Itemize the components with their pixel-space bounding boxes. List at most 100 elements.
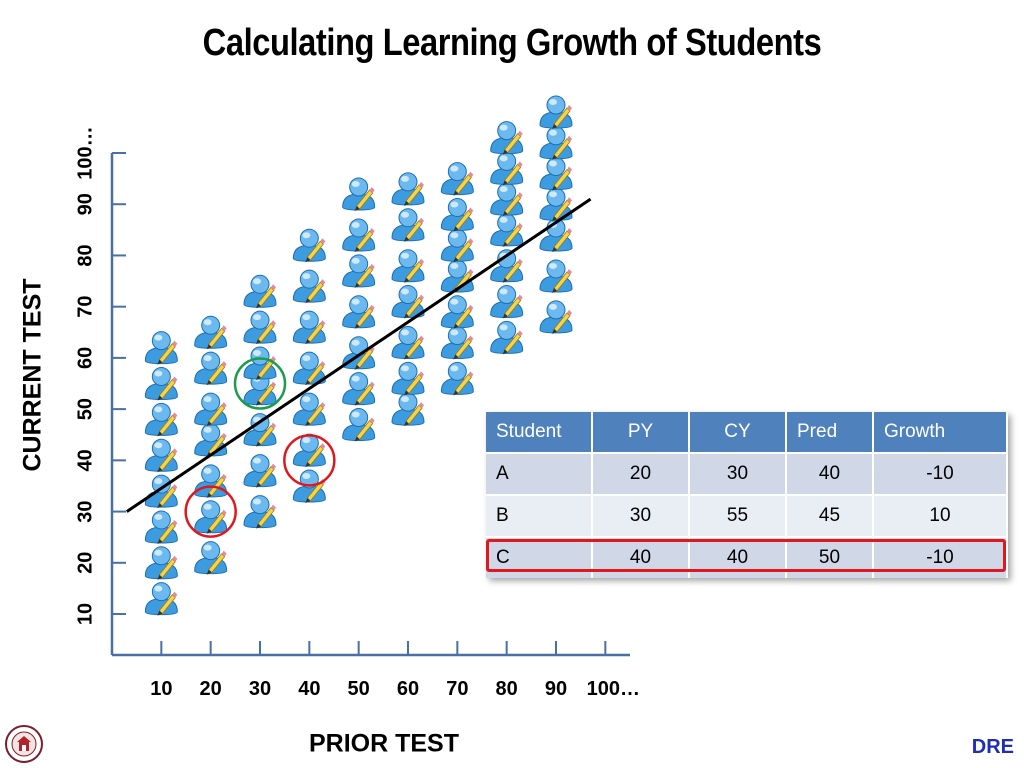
student-icon bbox=[391, 285, 425, 319]
student-icon bbox=[539, 187, 573, 222]
student-icon bbox=[292, 351, 326, 386]
y-tick-label: 40 bbox=[74, 449, 96, 471]
growth-table: Student PY CY Pred Growth A 20 30 40 -10… bbox=[486, 412, 1008, 578]
red-highlight-circle bbox=[184, 485, 237, 538]
cell-pred: 50 bbox=[786, 536, 874, 578]
student-icon bbox=[342, 177, 376, 211]
x-axis-title: PRIOR TEST bbox=[308, 729, 460, 758]
student-icon bbox=[243, 413, 277, 447]
student-icon bbox=[194, 500, 228, 534]
y-tick-label: 100… bbox=[74, 126, 96, 179]
header-growth: Growth bbox=[873, 412, 1008, 453]
student-icon bbox=[440, 295, 474, 329]
cell-pred: 45 bbox=[786, 494, 874, 537]
student-icon bbox=[539, 95, 573, 130]
student-icon bbox=[539, 259, 573, 293]
y-axis-title: CURRENT TEST bbox=[18, 278, 47, 472]
cell-student: C bbox=[486, 536, 593, 578]
x-tick-label: 50 bbox=[348, 678, 370, 700]
cell-student: B bbox=[486, 494, 593, 537]
student-icon bbox=[440, 197, 474, 232]
student-icon bbox=[292, 433, 326, 468]
student-icon bbox=[490, 285, 524, 319]
student-icon bbox=[342, 407, 376, 442]
student-icon bbox=[194, 464, 228, 498]
y-tick-label: 70 bbox=[74, 296, 96, 318]
student-icon bbox=[342, 218, 376, 252]
header-pred: Pred bbox=[786, 412, 874, 453]
cell-student: A bbox=[486, 452, 593, 495]
student-icon bbox=[490, 213, 524, 247]
student-icon bbox=[490, 151, 524, 186]
y-tick-label: 30 bbox=[74, 500, 96, 522]
cell-cy: 30 bbox=[689, 452, 787, 495]
student-icon bbox=[243, 495, 277, 529]
student-icon bbox=[490, 249, 524, 283]
student-icon bbox=[243, 274, 277, 309]
cell-cy: 40 bbox=[689, 536, 787, 578]
header-py: PY bbox=[592, 412, 690, 453]
student-icon bbox=[490, 121, 524, 155]
student-icon bbox=[391, 326, 425, 360]
chart-axes: 10 20 30 40 50 60 70 80 90 100… 10 20 30 40 50 60 70 80 90… bbox=[74, 126, 640, 700]
x-tick-label: 80 bbox=[496, 678, 518, 700]
student-icon bbox=[539, 126, 573, 160]
student-icon bbox=[243, 346, 277, 381]
chart-trend-line bbox=[125, 197, 592, 513]
table-row: C 40 40 50 -10 bbox=[486, 536, 1008, 578]
green-highlight-circle bbox=[233, 357, 287, 410]
student-icon bbox=[342, 372, 376, 406]
cell-cy: 55 bbox=[689, 494, 787, 537]
student-icon bbox=[440, 162, 474, 196]
student-icon bbox=[391, 361, 425, 396]
student-icon bbox=[194, 315, 228, 350]
cell-growth: -10 bbox=[873, 452, 1008, 495]
page-title: Calculating Learning Growth of Students bbox=[202, 22, 822, 64]
student-icon bbox=[144, 402, 178, 437]
student-icon bbox=[292, 310, 326, 345]
student-icon bbox=[144, 582, 178, 616]
student-icon bbox=[292, 392, 326, 427]
student-icon bbox=[292, 228, 326, 263]
student-icon bbox=[440, 361, 474, 396]
x-tick-label: 40 bbox=[298, 678, 320, 700]
student-icon bbox=[342, 336, 376, 370]
chart-highlight-circles bbox=[184, 357, 336, 538]
student-icon bbox=[194, 423, 228, 457]
header-cy: CY bbox=[689, 412, 787, 453]
student-icon bbox=[243, 454, 277, 488]
student-icon bbox=[194, 392, 228, 427]
student-icon bbox=[144, 546, 178, 580]
trend-line bbox=[125, 197, 592, 513]
table-row: B 30 55 45 10 bbox=[486, 494, 1008, 537]
student-icon bbox=[292, 469, 326, 503]
student-icon bbox=[391, 392, 425, 427]
cell-py: 30 bbox=[592, 494, 690, 537]
student-icon bbox=[194, 541, 228, 575]
x-tick-label: 10 bbox=[150, 678, 172, 700]
y-tick-label: 10 bbox=[74, 603, 96, 625]
y-tick-label: 80 bbox=[74, 244, 96, 266]
y-tick-label: 60 bbox=[74, 347, 96, 369]
student-icon bbox=[144, 331, 178, 365]
student-icon bbox=[144, 438, 178, 473]
student-icon bbox=[490, 320, 524, 355]
student-icon bbox=[391, 249, 425, 283]
x-tick-label: 30 bbox=[249, 678, 271, 700]
brand-mark: DRE bbox=[971, 736, 1014, 758]
student-icon bbox=[342, 254, 376, 288]
x-tick-label: 90 bbox=[545, 678, 567, 700]
cell-growth: -10 bbox=[873, 536, 1008, 578]
chart-points bbox=[144, 95, 573, 616]
table-row: A 20 30 40 -10 bbox=[486, 452, 1008, 495]
cell-py: 40 bbox=[592, 536, 690, 578]
red-highlight-circle bbox=[283, 434, 336, 487]
x-tick-label: 70 bbox=[446, 678, 468, 700]
y-tick-label: 50 bbox=[74, 398, 96, 420]
student-icon bbox=[144, 367, 178, 401]
student-icon bbox=[539, 300, 573, 334]
student-icon bbox=[144, 510, 178, 544]
cell-py: 20 bbox=[592, 452, 690, 495]
x-tick-label: 20 bbox=[200, 678, 222, 700]
cell-pred: 40 bbox=[786, 452, 874, 495]
